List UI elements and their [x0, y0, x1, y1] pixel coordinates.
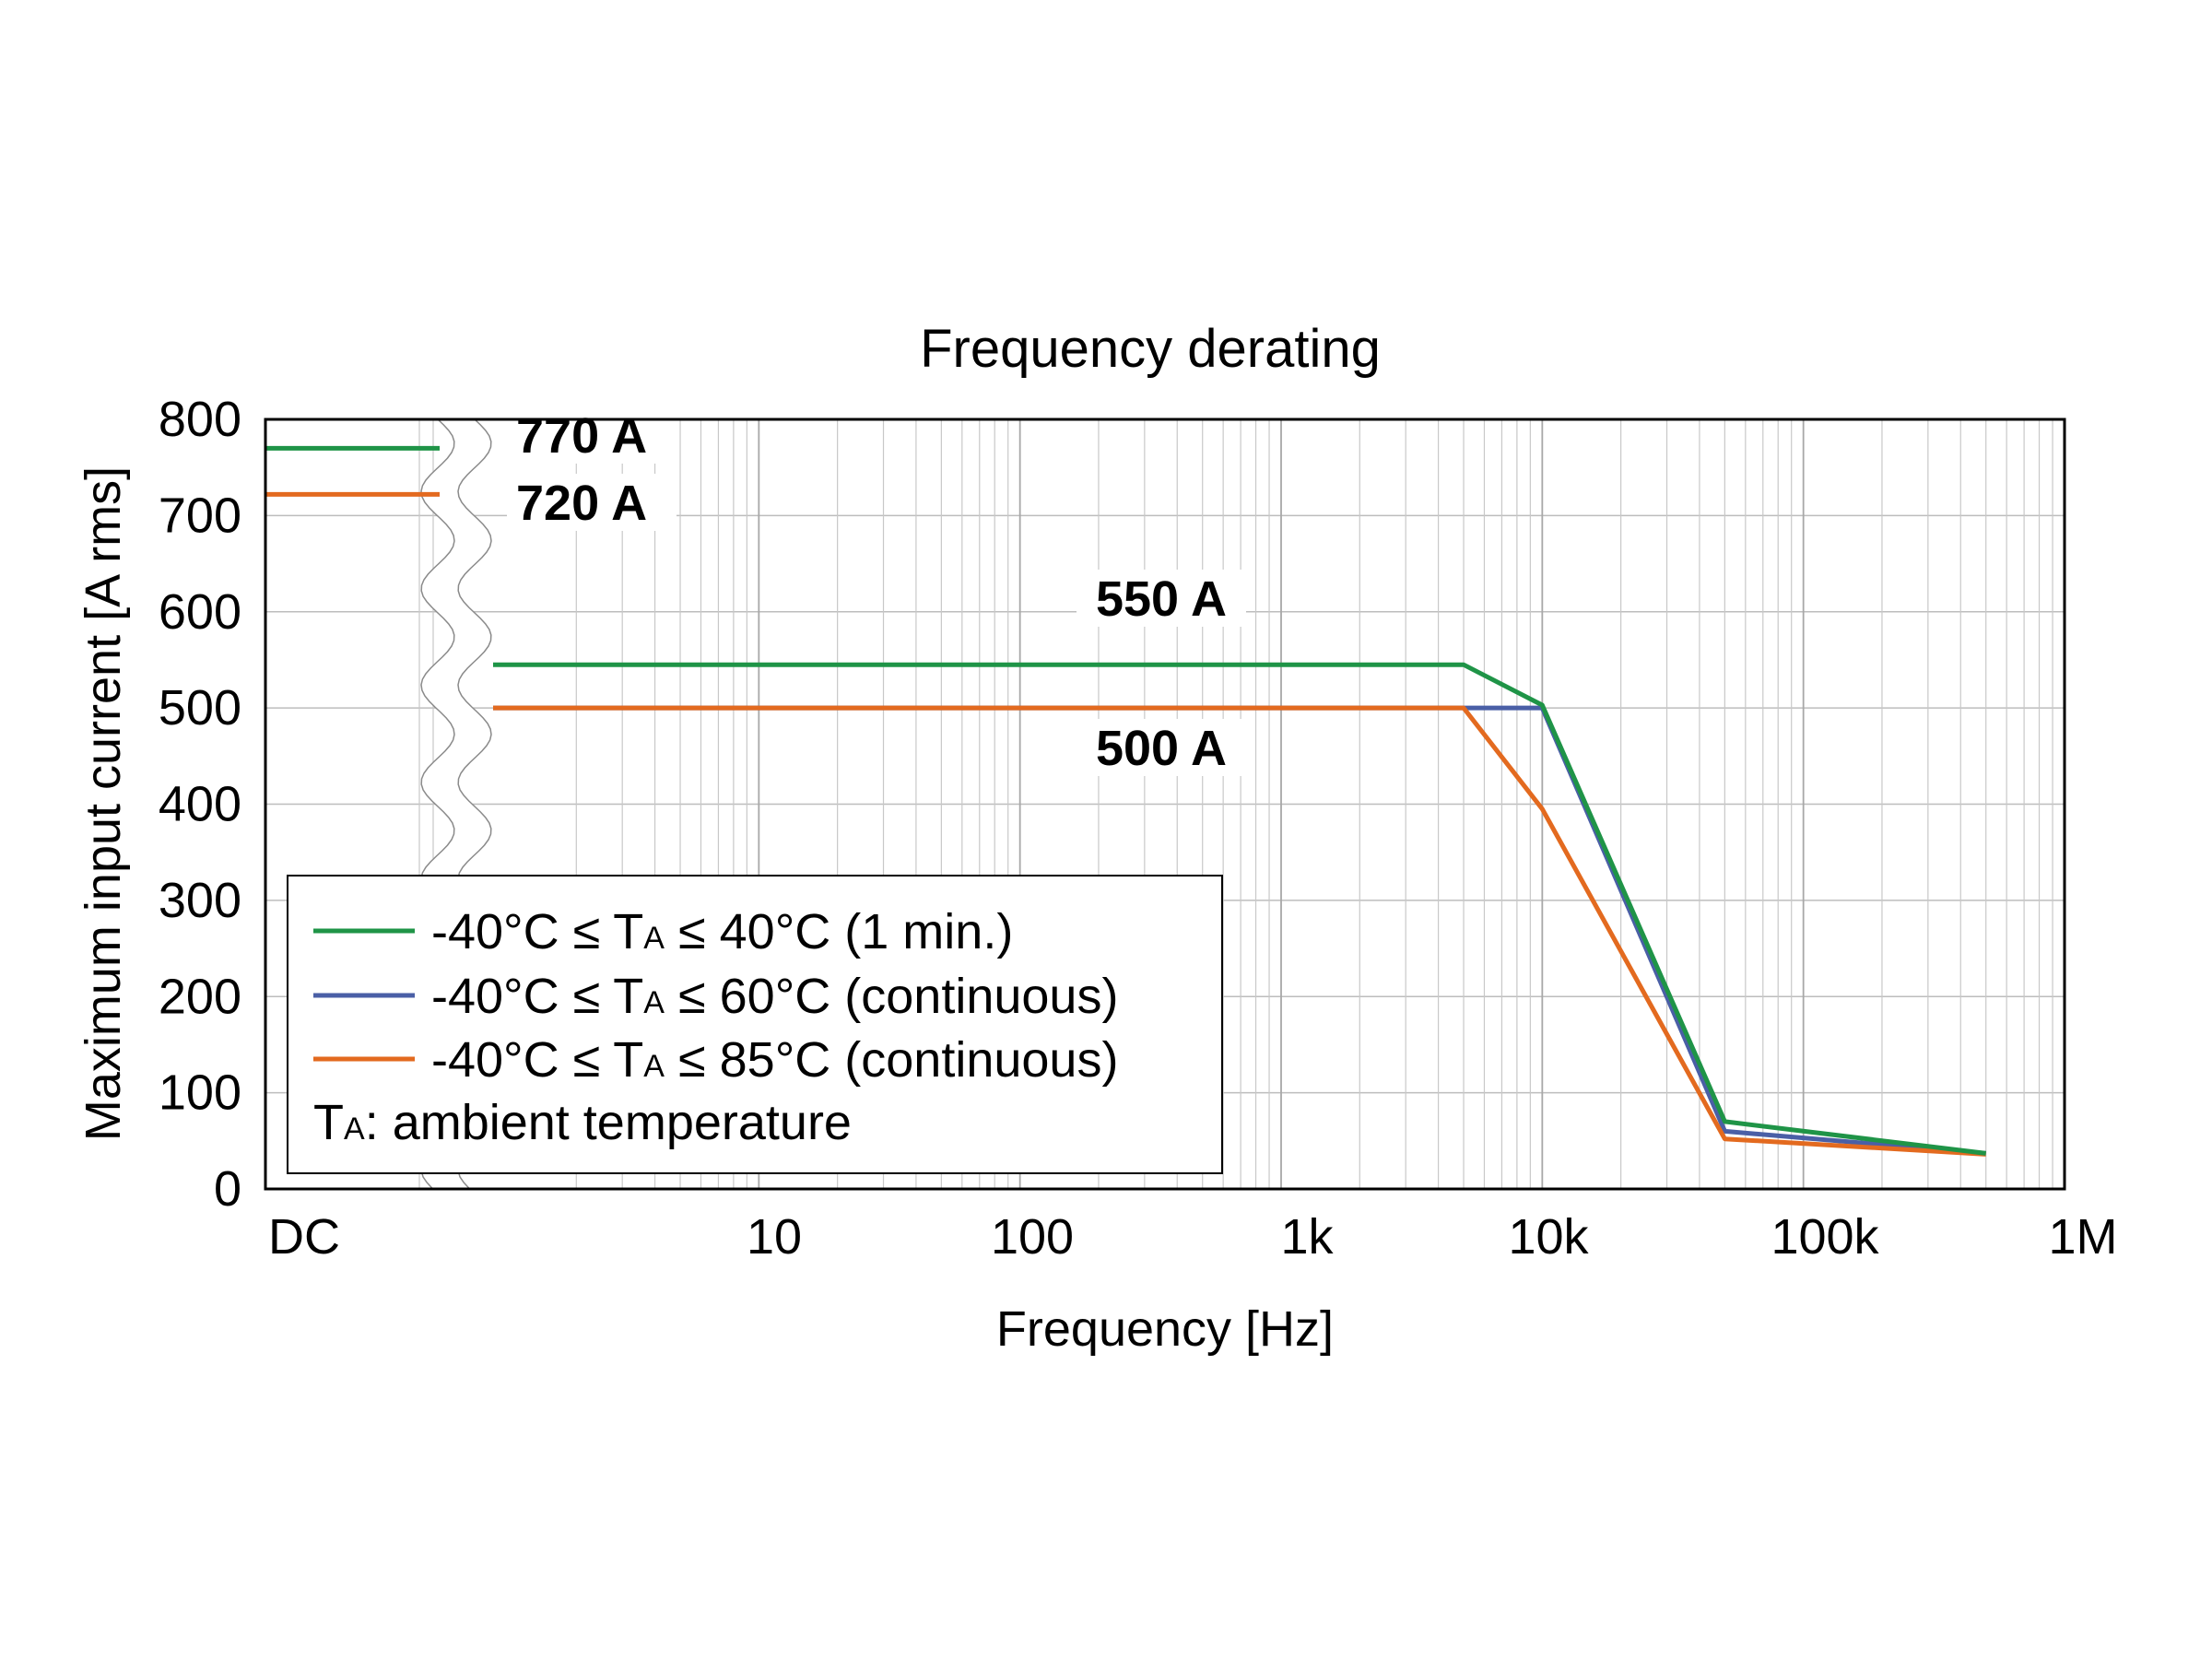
- y-tick-label: 700: [159, 488, 241, 543]
- y-tick-label: 800: [159, 392, 241, 447]
- legend: -40°C ≤ TA ≤ 40°C (1 min.) -40°C ≤ TA ≤ 6…: [287, 875, 1223, 1174]
- y-tick-labels: 0 100 200 300 400 500 600 700 800: [159, 392, 241, 1217]
- series-line: [493, 705, 1986, 1157]
- annotation-bg: [507, 474, 677, 531]
- y-axis-label: Maximum input current [A rms]: [76, 466, 131, 1141]
- x-tick-label: 100: [991, 1209, 1074, 1265]
- legend-entry: -40°C ≤ TA ≤ 60°C (continuous): [431, 969, 1118, 1024]
- x-tick-label: 1k: [1280, 1209, 1334, 1265]
- y-tick-label: 400: [159, 777, 241, 832]
- value-annotation: 770 A: [516, 408, 647, 464]
- annotation-bg: [507, 406, 677, 464]
- chart-title: Frequency derating: [920, 319, 1381, 379]
- series-line: [493, 662, 1987, 1156]
- x-tick-labels: DC 10 100 1k 10k 100k 1M: [268, 1209, 2118, 1265]
- x-axis-label: Frequency [Hz]: [996, 1301, 1334, 1357]
- y-tick-label: 600: [159, 584, 241, 640]
- value-annotation: 500 A: [1096, 721, 1227, 776]
- x-tick-label: 10k: [1508, 1209, 1589, 1265]
- annotation-bg: [1077, 570, 1246, 627]
- y-tick-label: 300: [159, 873, 241, 928]
- y-tick-label: 0: [214, 1161, 241, 1217]
- y-tick-label: 200: [159, 969, 241, 1024]
- plot-frame: [264, 418, 2066, 1191]
- legend-note: TA: ambient temperature: [313, 1095, 852, 1150]
- annotation-bg: [1077, 719, 1246, 776]
- value-annotation: 550 A: [1096, 571, 1227, 627]
- x-tick-label: DC: [268, 1209, 340, 1265]
- x-tick-label: 10: [747, 1209, 802, 1265]
- y-tick-label: 100: [159, 1065, 241, 1121]
- legend-entry: -40°C ≤ TA ≤ 85°C (continuous): [431, 1032, 1118, 1088]
- x-tick-label: 1M: [2048, 1209, 2117, 1265]
- legend-entry: -40°C ≤ TA ≤ 40°C (1 min.): [431, 904, 1013, 959]
- x-tick-label: 100k: [1771, 1209, 1879, 1265]
- y-tick-label: 500: [159, 680, 241, 735]
- value-annotations: 770 A 720 A 550 A 500 A: [507, 406, 1246, 776]
- legend-box: [287, 875, 1223, 1174]
- series-lines: [265, 445, 1987, 1157]
- value-annotation: 720 A: [516, 476, 647, 531]
